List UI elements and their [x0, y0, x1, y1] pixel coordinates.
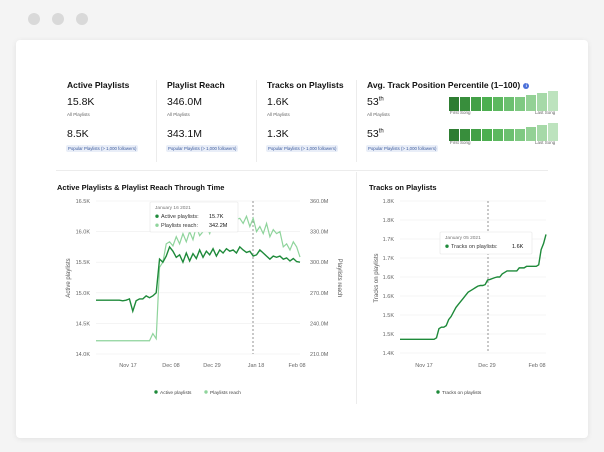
percentile-heatbar-all: [449, 91, 558, 111]
percentile-sub-popular: Popular Playlists (> 1,000 followers): [366, 145, 439, 152]
percentile-value-popular: 53th: [367, 128, 384, 140]
stat-value-popular: 343.1M: [167, 128, 203, 140]
stat-sub-popular: Popular Playlists (> 1,000 followers): [166, 145, 239, 152]
last-song-label: Last Song: [535, 110, 556, 115]
percentile-cell: [493, 97, 503, 111]
first-song-label: First Song: [450, 110, 471, 115]
stat-value-all: 1.6K: [267, 96, 289, 108]
percentile-cell: [460, 97, 470, 111]
stat-title: Playlist Reach: [167, 80, 225, 90]
percentile-number-all: 53: [367, 96, 379, 108]
section-divider: [56, 170, 548, 171]
stat-value-all: 15.8K: [67, 96, 95, 108]
percentile-cell: [548, 91, 558, 111]
stat-sub-all: All Playlists: [267, 112, 290, 117]
percentile-title: Avg. Track Position Percentile (1–100): [367, 80, 521, 90]
window-dot-1[interactable]: [28, 13, 40, 25]
percentile-cell: [493, 129, 503, 141]
window-controls: [28, 13, 88, 25]
stat-sub-all: All Playlists: [67, 112, 90, 117]
stat-value-all: 346.0M: [167, 96, 203, 108]
divider: [356, 80, 357, 162]
percentile-cell: [548, 123, 558, 141]
window-dot-2[interactable]: [52, 13, 64, 25]
section-divider: [356, 172, 357, 404]
percentile-cell: [471, 97, 481, 111]
stat-sub-all: All Playlists: [167, 112, 190, 117]
stat-track-position-percentile: Avg. Track Position Percentile (1–100) i …: [366, 80, 567, 152]
chart1-title: Active Playlists & Playlist Reach Throug…: [57, 183, 225, 192]
percentile-cell: [482, 129, 492, 141]
chart2-title: Tracks on Playlists: [369, 183, 437, 192]
stat-value-popular: 8.5K: [67, 128, 89, 140]
stat-playlist-reach: Playlist Reach 346.0M All Playlists 343.…: [166, 80, 239, 152]
percentile-cell: [526, 127, 536, 141]
stat-title: Active Playlists: [67, 80, 130, 90]
stat-sub-popular: Popular Playlists (> 1,000 followers): [66, 145, 139, 152]
percentile-value-all: 53th: [367, 96, 384, 108]
info-icon[interactable]: i: [523, 82, 530, 89]
percentile-number-popular: 53: [367, 128, 379, 140]
stat-active-playlists: Active Playlists 15.8K All Playlists 8.5…: [66, 80, 139, 152]
percentile-cell: [449, 129, 459, 141]
percentile-cell: [515, 97, 525, 111]
percentile-cell: [537, 125, 547, 141]
stat-title: Avg. Track Position Percentile (1–100) i: [367, 80, 567, 90]
stat-sub-popular: Popular Playlists (> 1,000 followers): [266, 145, 339, 152]
percentile-cell: [515, 129, 525, 141]
first-song-label: First Song: [450, 140, 471, 145]
percentile-cell: [526, 95, 536, 111]
divider: [156, 80, 157, 162]
percentile-cell: [471, 129, 481, 141]
percentile-cell: [482, 97, 492, 111]
last-song-label: Last Song: [535, 140, 556, 145]
percentile-cell: [504, 129, 514, 141]
percentile-cell: [537, 93, 547, 111]
percentile-sup-popular: th: [378, 128, 384, 135]
percentile-sup-all: th: [378, 96, 384, 103]
percentile-sub-all: All Playlists: [367, 112, 390, 117]
percentile-cell: [460, 129, 470, 141]
percentile-cell: [449, 97, 459, 111]
stat-title: Tracks on Playlists: [267, 80, 344, 90]
divider: [256, 80, 257, 162]
percentile-heatbar-popular: [449, 123, 558, 141]
percentile-cell: [504, 97, 514, 111]
stat-tracks-on-playlists: Tracks on Playlists 1.6K All Playlists 1…: [266, 80, 344, 152]
stat-value-popular: 1.3K: [267, 128, 289, 140]
window-dot-3[interactable]: [76, 13, 88, 25]
